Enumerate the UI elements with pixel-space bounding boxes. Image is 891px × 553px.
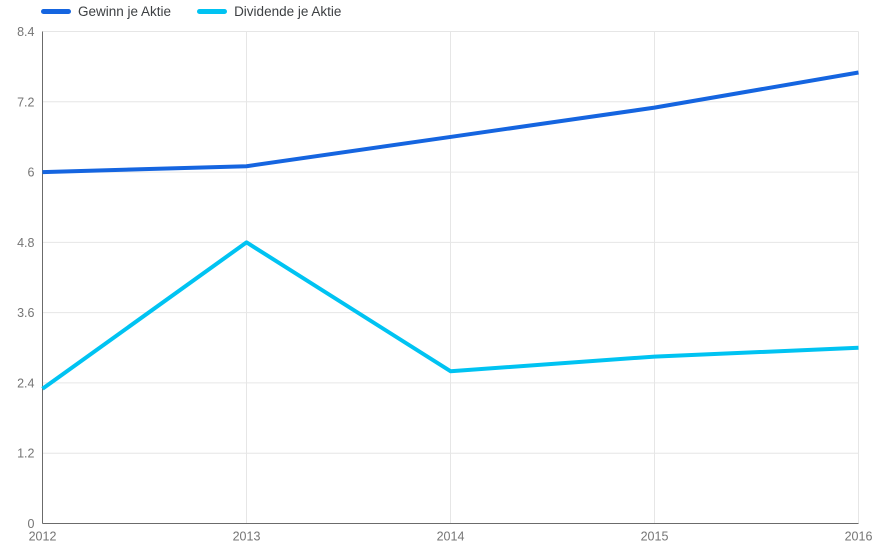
y-axis-tick-label: 1.2 [17,447,34,461]
series-line-dividende-je-aktie[interactable] [41,240,859,391]
legend-label-dividende-je-aktie: Dividende je Aktie [234,3,342,19]
y-axis-tick-label: 0 [28,517,35,531]
legend-item-gewinn-je-aktie[interactable]: Gewinn je Aktie [41,4,171,19]
y-axis-tick-label: 3.6 [17,306,34,320]
legend-item-dividende-je-aktie[interactable]: Dividende je Aktie [197,4,341,19]
x-axis-tick-label: 2012 [29,530,57,544]
x-axis-tick-label: 2015 [641,530,669,544]
y-axis-tick-label: 8.4 [17,25,34,39]
y-axis-tick-label: 4.8 [17,236,34,250]
legend-swatch-gewinn-icon [41,8,71,14]
x-axis-tick-label: 2014 [437,530,465,544]
legend-swatch-dividende-icon [197,8,228,14]
x-axis-tick-label: 2016 [845,530,873,544]
y-axis-tick-label: 7.2 [17,95,34,109]
chart-legend: Gewinn je Aktie Dividende je Aktie [41,2,341,20]
legend-label-gewinn-je-aktie: Gewinn je Aktie [78,3,172,19]
x-axis-tick-label: 2013 [233,530,261,544]
series-line-gewinn-je-aktie[interactable] [42,70,859,175]
y-axis-tick-label: 2.4 [17,376,34,390]
y-axis-tick-label: 6 [28,166,35,180]
